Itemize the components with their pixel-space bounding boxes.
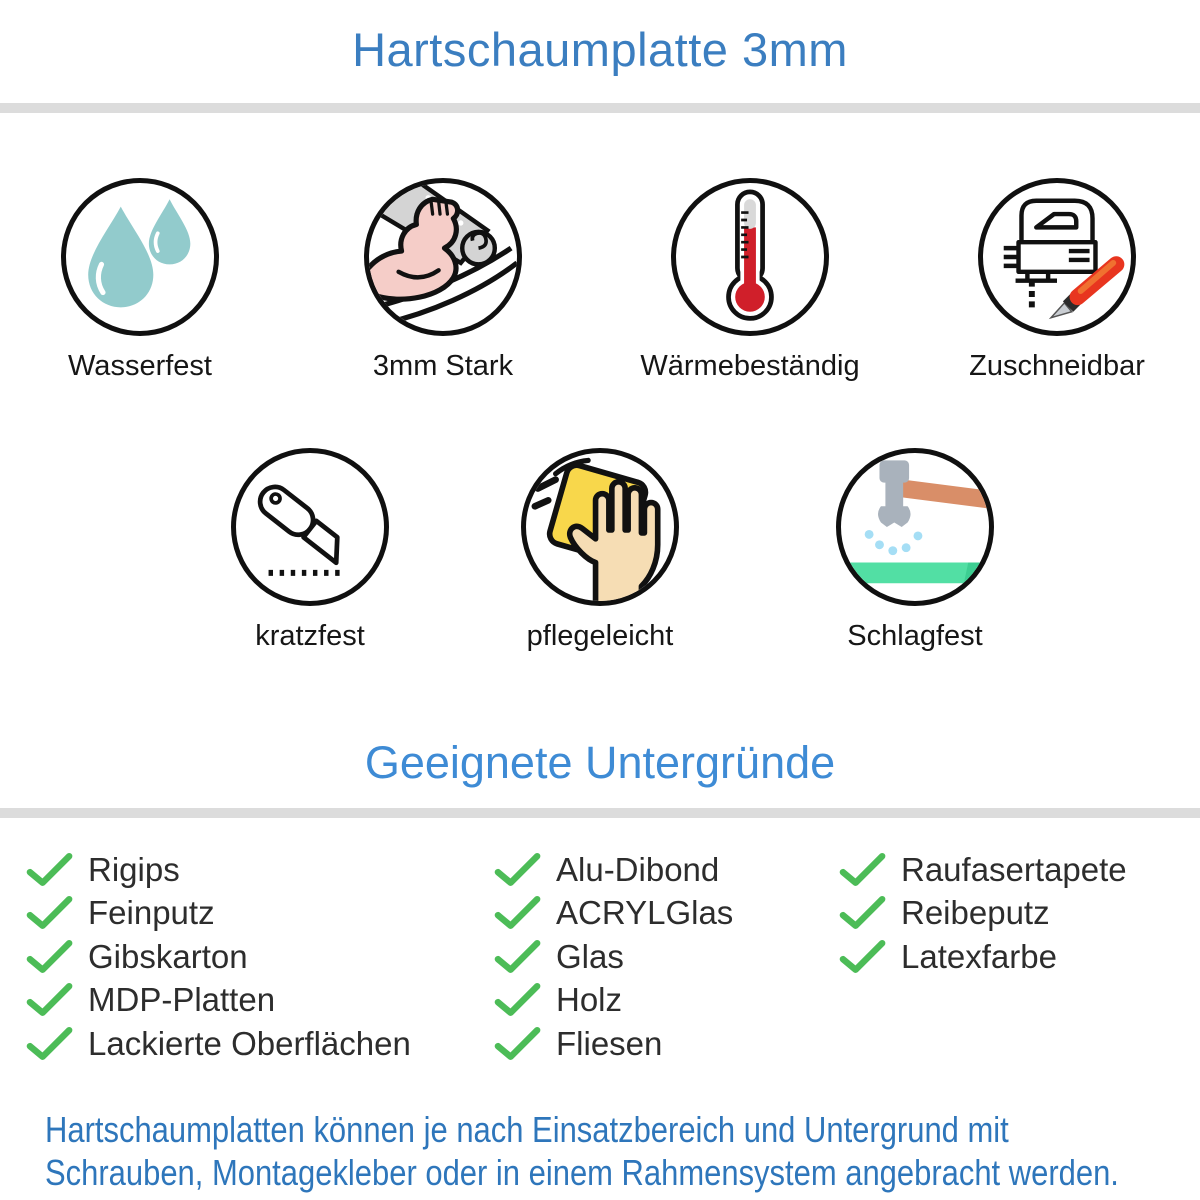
substrate-label: Holz [556, 981, 623, 1018]
feature-circle [61, 178, 219, 336]
check-icon [494, 939, 541, 973]
feature-pflegeleicht: pflegeleicht [460, 448, 740, 653]
wiping-hand-icon [531, 457, 661, 601]
substrate-item: Gibskarton [25, 937, 411, 975]
feature-label: Zuschneidbar [969, 350, 1145, 382]
feature-circle [364, 178, 522, 336]
substrate-label: Raufasertapete [901, 850, 1127, 888]
check-icon [494, 896, 541, 929]
substrate-item: Feinputz [25, 894, 411, 931]
feature-3mm-stark: 3mm Stark [303, 178, 583, 383]
check-icon [26, 939, 73, 973]
substrate-label: ACRYLGlas [556, 894, 734, 931]
divider [0, 808, 1200, 818]
substrate-column-2: Alu-Dibond ACRYLGlas Glas Holz Fliesen [493, 850, 734, 1071]
substrate-item: Raufasertapete [838, 850, 1127, 888]
substrate-label: Gibskarton [88, 937, 248, 975]
thermometer-icon [726, 189, 774, 321]
substrate-label: Rigips [88, 850, 180, 888]
feature-schlagfest: Schlagfest [775, 448, 1055, 653]
feature-label: Wasserfest [68, 350, 212, 382]
substrate-label: Alu-Dibond [556, 850, 720, 888]
substrate-label: MDP-Platten [88, 981, 276, 1018]
feature-circle [836, 448, 994, 606]
feature-circle [521, 448, 679, 606]
substrate-item: Latexfarbe [838, 937, 1127, 975]
check-icon [26, 896, 73, 929]
feature-label: 3mm Stark [372, 350, 514, 382]
check-icon [839, 939, 886, 973]
substrate-item: Lackierte Oberflächen [25, 1024, 411, 1062]
page-title: Hartschaumplatte 3mm [352, 23, 848, 76]
substrate-item: Alu-Dibond [493, 850, 733, 888]
hammer-icon [848, 460, 989, 584]
substrate-item: Glas [493, 937, 733, 975]
check-icon [494, 852, 541, 886]
feature-circle [978, 178, 1136, 336]
feature-zuschneidbar: Zuschneidbar [917, 178, 1197, 383]
check-icon [26, 852, 73, 886]
feature-kratzfest: kratzfest [170, 448, 450, 653]
muscle-arm-icon [369, 183, 517, 327]
substrate-label: Glas [556, 937, 624, 975]
substrate-item: ACRYLGlas [493, 894, 734, 931]
footer-line-1: Hartschaumplatten können je nach Einsatz… [45, 1109, 1009, 1150]
substrate-item: Fliesen [493, 1024, 733, 1062]
substrate-label: Lackierte Oberflächen [88, 1024, 411, 1062]
substrate-item: Reibeputz [838, 894, 1127, 931]
check-icon [839, 896, 886, 929]
feature-waermebestaendig: Wärmebeständig [610, 178, 890, 383]
feature-wasserfest: Wasserfest [0, 178, 280, 383]
footer-line-2: Schrauben, Montagekleber oder in einem R… [45, 1152, 1119, 1193]
substrate-label: Latexfarbe [901, 937, 1057, 975]
check-icon [494, 983, 541, 1016]
divider [0, 103, 1200, 113]
feature-circle [231, 448, 389, 606]
substrate-item: Holz [493, 981, 733, 1018]
substrate-item: Rigips [25, 850, 411, 888]
feature-label: kratzfest [255, 620, 365, 652]
section-title: Geeignete Untergründe [364, 737, 836, 788]
feature-circle [671, 178, 829, 336]
feature-label: pflegeleicht [526, 620, 674, 652]
check-icon [494, 1026, 541, 1060]
check-icon [26, 983, 73, 1016]
substrate-item: MDP-Platten [25, 981, 411, 1018]
check-icon [26, 1026, 73, 1060]
utility-knife-icon [257, 484, 346, 576]
substrate-column-3: Raufasertapete Reibeputz Latexfarbe [838, 850, 1127, 984]
substrate-label: Feinputz [88, 894, 215, 931]
substrate-column-1: Rigips Feinputz Gibskarton MDP-Platten L… [25, 850, 411, 1071]
footer-note: Hartschaumplatten können je nach Einsatz… [45, 1108, 1180, 1194]
substrate-label: Fliesen [556, 1024, 663, 1062]
water-drops-icon [88, 199, 191, 308]
feature-label: Wärmebeständig [640, 350, 860, 382]
feature-label: Schlagfest [847, 620, 983, 652]
jigsaw-icon [1003, 198, 1125, 320]
substrate-label: Reibeputz [901, 894, 1050, 931]
check-icon [839, 852, 886, 886]
